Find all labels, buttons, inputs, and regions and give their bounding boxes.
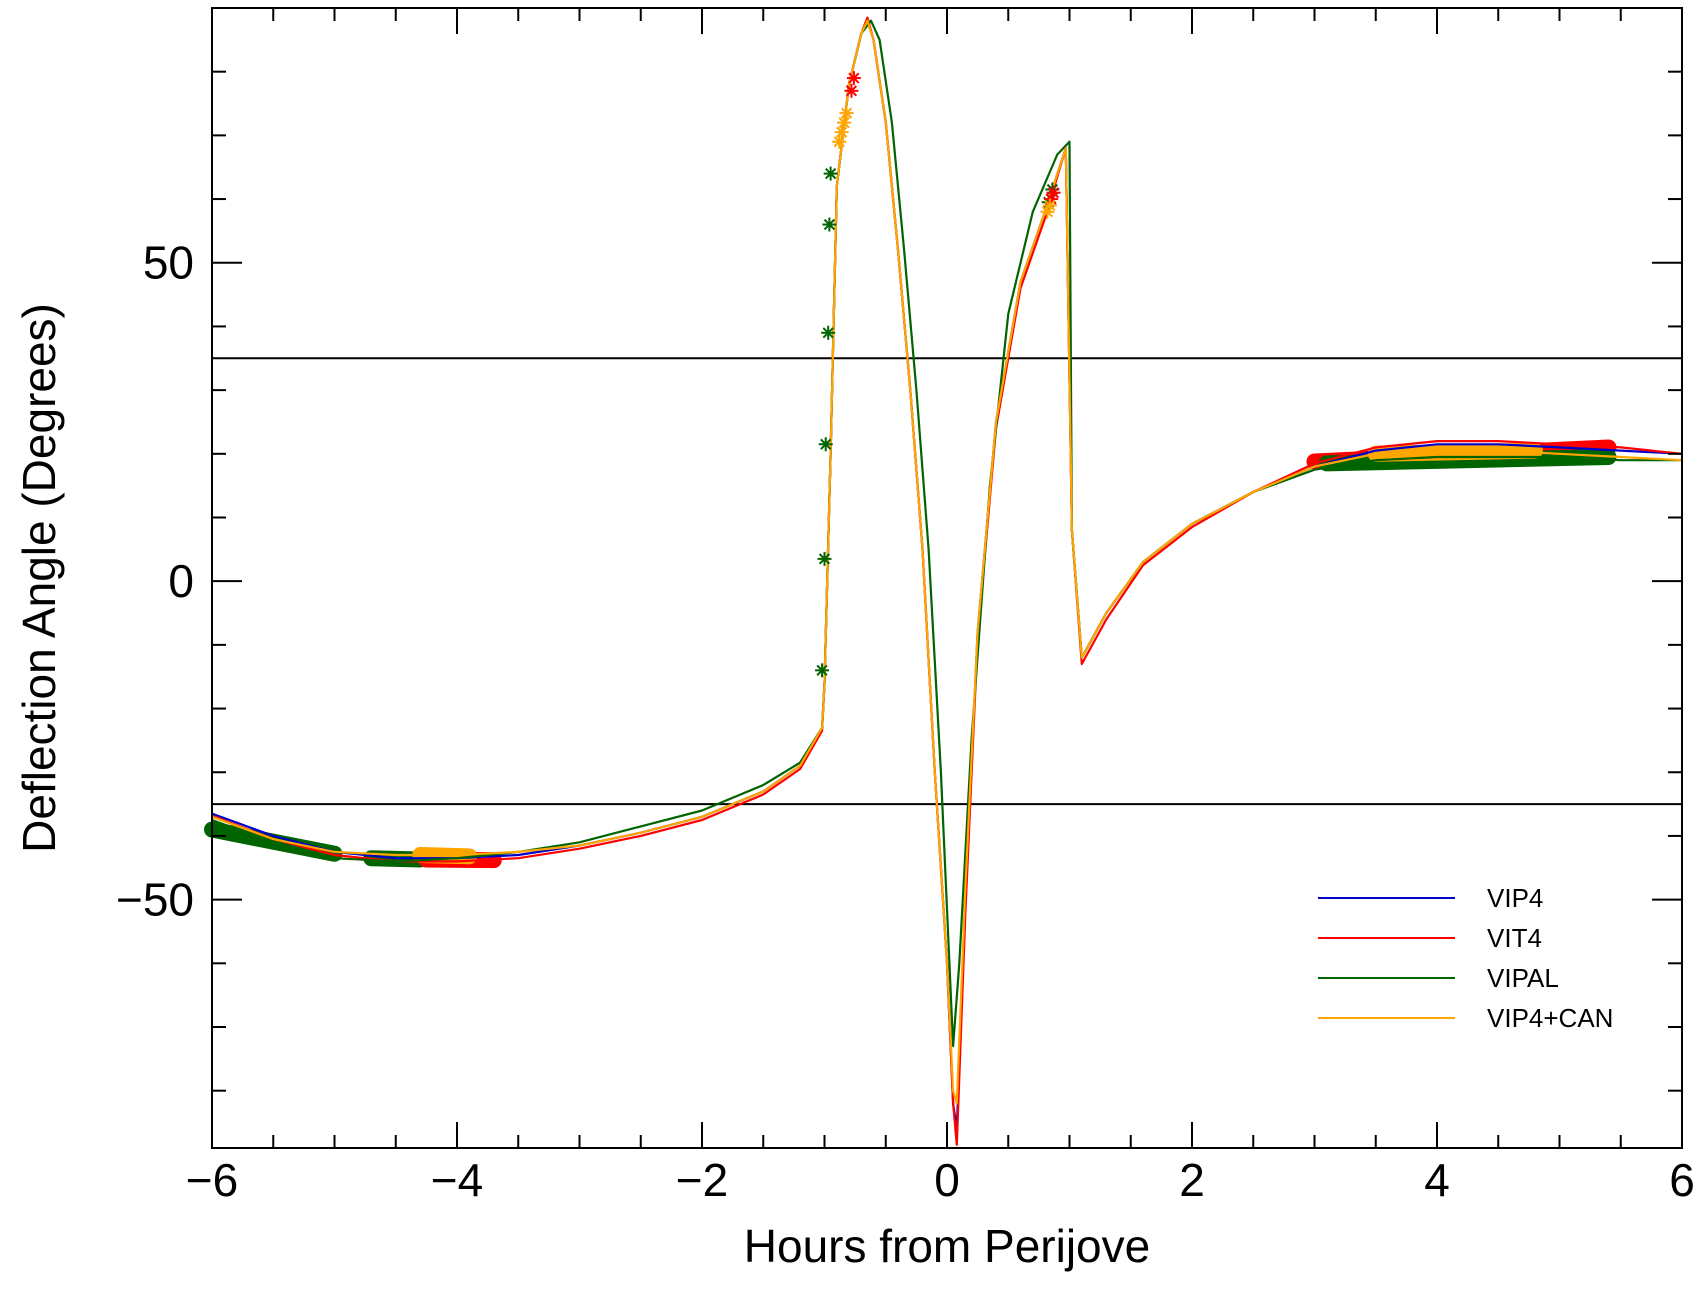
marker-stroke <box>820 438 832 450</box>
marker-vipal <box>818 437 833 452</box>
marker-stroke <box>1047 187 1060 199</box>
marker-stroke <box>816 664 828 676</box>
y-tick-label: 50 <box>143 237 194 289</box>
marker-vipal <box>817 551 832 566</box>
y-tick-label: −50 <box>116 874 194 926</box>
marker-vip4-can <box>1042 198 1057 213</box>
marker-vipal <box>822 217 837 232</box>
marker-vit4 <box>844 83 859 98</box>
x-tick-label: −6 <box>186 1154 238 1206</box>
marker-vit4 <box>1046 185 1061 200</box>
series-lines <box>211 16 1683 1146</box>
legend-label: VIT4 <box>1487 923 1542 953</box>
x-tick-label: 2 <box>1179 1154 1205 1206</box>
markers <box>815 71 1061 678</box>
marker-stroke <box>822 327 834 339</box>
marker-stroke <box>818 553 831 565</box>
x-tick-label: −2 <box>676 1154 728 1206</box>
y-axis-title: Deflection Angle (Degrees) <box>13 303 65 853</box>
series-line-vip4-can <box>211 19 1683 1105</box>
marker-stroke <box>825 167 837 180</box>
marker-stroke <box>1044 199 1056 212</box>
legend: VIP4 VIT4 VIPAL VIP4+CAN <box>1318 883 1613 1033</box>
reference-lines <box>212 357 1682 806</box>
axis-tick-labels: −6 −4 −2 0 2 4 6 −50 0 50 <box>116 237 1695 1206</box>
legend-label: VIPAL <box>1487 963 1559 993</box>
x-axis-title: Hours from Perijove <box>744 1220 1150 1272</box>
legend-label: VIP4 <box>1487 883 1543 913</box>
marker-vipal <box>815 663 830 678</box>
marker-stroke <box>848 72 860 84</box>
x-tick-label: 0 <box>934 1154 960 1206</box>
marker-vit4 <box>846 71 861 86</box>
y-tick-label: 0 <box>168 555 194 607</box>
legend-label: VIP4+CAN <box>1487 1003 1613 1033</box>
marker-vip4-can <box>839 106 854 121</box>
marker-vipal <box>823 166 838 181</box>
x-tick-label: −4 <box>431 1154 483 1206</box>
marker-stroke <box>845 85 858 97</box>
axis-ticks <box>211 7 1683 1148</box>
x-tick-label: 6 <box>1669 1154 1695 1206</box>
marker-vipal <box>821 325 836 340</box>
marker-stroke <box>840 107 853 119</box>
x-tick-label: 4 <box>1424 1154 1450 1206</box>
marker-stroke <box>823 218 836 231</box>
